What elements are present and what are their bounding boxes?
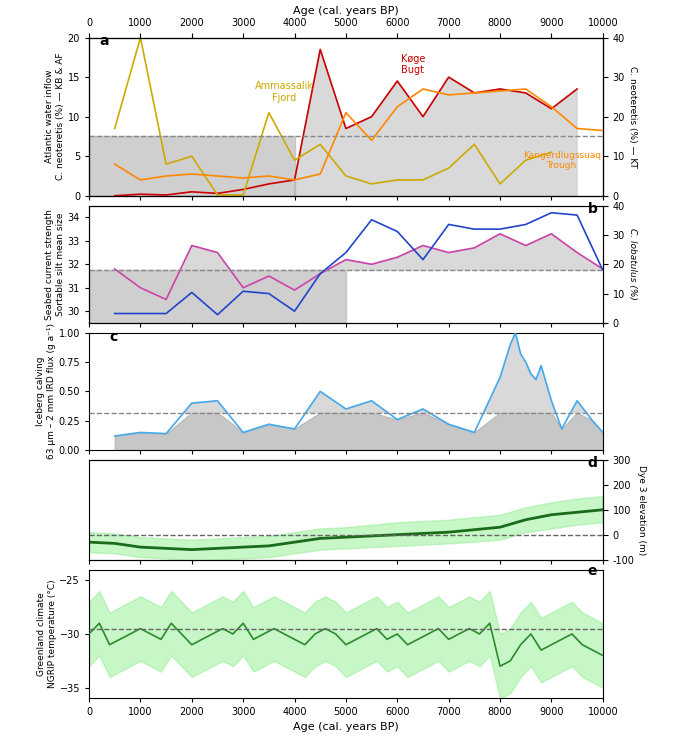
Y-axis label: Greenland climate
NGRIP temperature (°C): Greenland climate NGRIP temperature (°C) bbox=[37, 580, 57, 688]
Y-axis label: C. neoteretis (%) — KT: C. neoteretis (%) — KT bbox=[627, 66, 636, 167]
X-axis label: Age (cal. years BP): Age (cal. years BP) bbox=[293, 722, 399, 731]
X-axis label: Age (cal. years BP): Age (cal. years BP) bbox=[293, 6, 399, 16]
Text: Ammassalik
Fjord: Ammassalik Fjord bbox=[255, 81, 314, 103]
Text: a: a bbox=[99, 35, 109, 49]
Y-axis label: Seabed current strength
Sortable silt mean size: Seabed current strength Sortable silt me… bbox=[45, 209, 65, 320]
Y-axis label: Atlantic water inflow
C. neoteretis (%) — KB & AF: Atlantic water inflow C. neoteretis (%) … bbox=[45, 53, 65, 180]
Y-axis label: C. lobatulus (%): C. lobatulus (%) bbox=[627, 228, 636, 300]
Y-axis label: Iceberg calving
63 μm – 2 mm IRD flux (g a⁻¹): Iceberg calving 63 μm – 2 mm IRD flux (g… bbox=[36, 324, 55, 460]
Text: b: b bbox=[588, 202, 597, 216]
Text: d: d bbox=[588, 457, 597, 470]
Text: c: c bbox=[110, 330, 118, 344]
Text: Køge
Bugt: Køge Bugt bbox=[401, 53, 425, 75]
Y-axis label: Dye 3 elevation (m): Dye 3 elevation (m) bbox=[637, 465, 646, 555]
Polygon shape bbox=[295, 50, 577, 196]
Text: Kangerdlugssuaq
Trough: Kangerdlugssuaq Trough bbox=[523, 151, 601, 170]
Text: e: e bbox=[588, 564, 597, 578]
